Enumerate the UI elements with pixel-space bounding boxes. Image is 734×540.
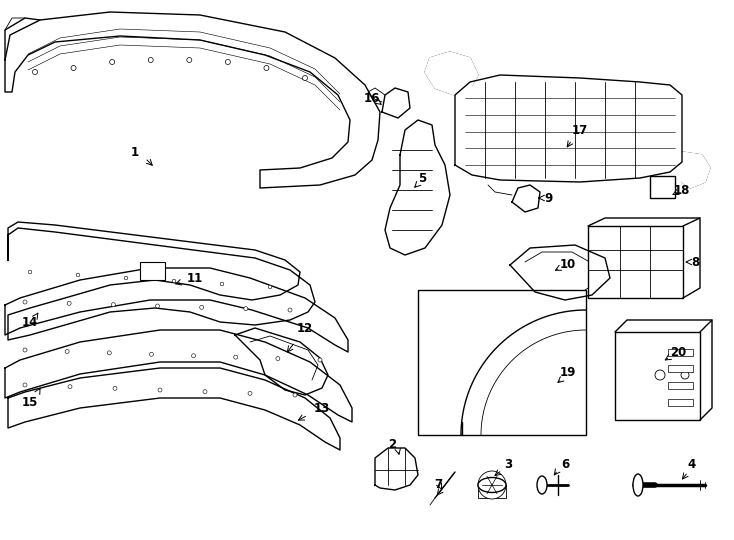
Circle shape bbox=[109, 59, 115, 64]
Circle shape bbox=[113, 386, 117, 390]
Bar bbox=[418, 290, 586, 435]
Text: 6: 6 bbox=[561, 458, 569, 471]
Circle shape bbox=[28, 270, 32, 274]
Polygon shape bbox=[375, 448, 418, 490]
Circle shape bbox=[32, 70, 37, 75]
Text: 16: 16 bbox=[364, 91, 380, 105]
Circle shape bbox=[681, 371, 689, 379]
Text: 15: 15 bbox=[22, 395, 38, 408]
Bar bbox=[668, 365, 693, 372]
Bar bbox=[615, 332, 700, 420]
Circle shape bbox=[68, 301, 71, 305]
Polygon shape bbox=[510, 245, 610, 300]
Ellipse shape bbox=[633, 474, 643, 496]
Text: 5: 5 bbox=[418, 172, 426, 185]
Circle shape bbox=[150, 352, 153, 356]
Text: 8: 8 bbox=[691, 255, 699, 268]
Circle shape bbox=[478, 471, 506, 499]
Circle shape bbox=[200, 305, 203, 309]
Text: 4: 4 bbox=[688, 458, 696, 471]
Circle shape bbox=[65, 349, 69, 353]
Circle shape bbox=[23, 383, 27, 387]
Polygon shape bbox=[5, 268, 348, 352]
Polygon shape bbox=[512, 185, 540, 212]
Text: 20: 20 bbox=[670, 346, 686, 359]
Circle shape bbox=[264, 65, 269, 71]
Circle shape bbox=[268, 285, 272, 289]
Text: 10: 10 bbox=[560, 259, 576, 272]
Circle shape bbox=[655, 370, 665, 380]
Circle shape bbox=[156, 304, 159, 308]
Circle shape bbox=[203, 390, 207, 394]
Circle shape bbox=[23, 300, 27, 304]
Text: 11: 11 bbox=[187, 272, 203, 285]
Polygon shape bbox=[8, 368, 340, 450]
Ellipse shape bbox=[478, 477, 506, 492]
Circle shape bbox=[288, 308, 292, 312]
Circle shape bbox=[186, 57, 192, 63]
Circle shape bbox=[293, 393, 297, 397]
Circle shape bbox=[76, 273, 80, 277]
Circle shape bbox=[233, 355, 238, 359]
Circle shape bbox=[71, 65, 76, 71]
Circle shape bbox=[318, 358, 322, 362]
Circle shape bbox=[248, 392, 252, 395]
Text: 7: 7 bbox=[434, 478, 442, 491]
Circle shape bbox=[192, 354, 195, 357]
Text: 13: 13 bbox=[314, 402, 330, 415]
Circle shape bbox=[244, 307, 248, 310]
Bar bbox=[650, 176, 675, 198]
Circle shape bbox=[225, 59, 230, 64]
Circle shape bbox=[276, 356, 280, 361]
Text: 19: 19 bbox=[560, 366, 576, 379]
Ellipse shape bbox=[537, 476, 547, 494]
Circle shape bbox=[172, 279, 176, 283]
Polygon shape bbox=[5, 12, 380, 188]
Circle shape bbox=[148, 57, 153, 63]
Text: 17: 17 bbox=[572, 124, 588, 137]
Bar bbox=[668, 399, 693, 406]
Circle shape bbox=[124, 276, 128, 280]
Polygon shape bbox=[425, 52, 478, 95]
Circle shape bbox=[68, 384, 72, 389]
Text: 14: 14 bbox=[22, 315, 38, 328]
Text: 18: 18 bbox=[674, 184, 690, 197]
Polygon shape bbox=[455, 75, 682, 182]
Text: 2: 2 bbox=[388, 438, 396, 451]
Circle shape bbox=[302, 76, 308, 80]
Text: 1: 1 bbox=[131, 145, 139, 159]
Polygon shape bbox=[382, 88, 410, 118]
Polygon shape bbox=[235, 328, 328, 395]
Bar bbox=[140, 262, 165, 280]
Text: 3: 3 bbox=[504, 458, 512, 471]
Bar bbox=[668, 382, 693, 389]
Text: 12: 12 bbox=[297, 321, 313, 334]
Bar bbox=[588, 226, 683, 298]
Circle shape bbox=[220, 282, 224, 286]
Circle shape bbox=[112, 302, 115, 307]
Circle shape bbox=[23, 348, 27, 352]
Polygon shape bbox=[682, 152, 710, 188]
Bar bbox=[668, 349, 693, 356]
Polygon shape bbox=[8, 222, 315, 340]
Polygon shape bbox=[385, 120, 450, 255]
Circle shape bbox=[158, 388, 162, 392]
Text: 9: 9 bbox=[544, 192, 552, 205]
Polygon shape bbox=[5, 330, 352, 422]
Circle shape bbox=[107, 351, 112, 355]
